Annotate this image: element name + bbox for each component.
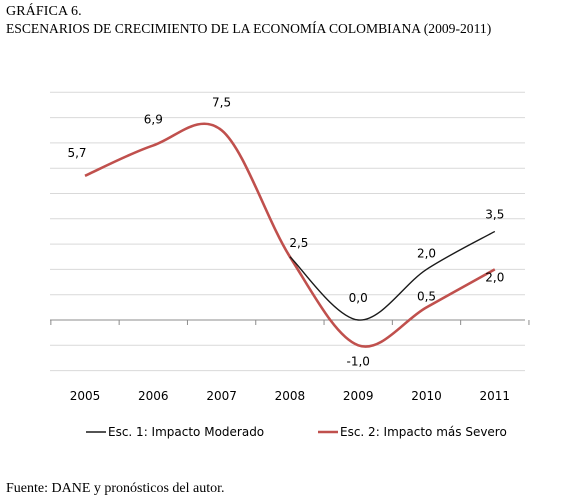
data-label-moderate: 3,5 [485,207,504,221]
x-tick-label: 2006 [138,389,169,403]
legend-label-severe: Esc. 2: Impacto más Severo [340,425,507,439]
figure-label: GRÁFICA 6. [6,4,82,19]
data-label-moderate: 7,5 [212,95,231,109]
data-label-moderate: 5,7 [67,146,86,160]
legend: Esc. 1: Impacto Moderado Esc. 2: Impacto … [86,425,507,439]
data-labels: 5,7 6,9 7,5 2,5 0,0 2,0 3,5 -1,0 0,5 2,0 [67,95,504,368]
data-label-moderate: 2,5 [289,236,308,250]
series-line-moderate [289,230,496,321]
x-tick-label: 2010 [411,389,442,403]
series-lines [84,122,496,348]
data-label-moderate: 0,0 [349,291,368,305]
x-tick-labels: 2005 2006 2007 2008 2009 2010 2011 [70,389,510,403]
gridlines [50,91,525,372]
data-label-severe: 2,0 [485,270,504,284]
x-tick-label: 2008 [275,389,306,403]
x-axis [50,319,530,325]
figure-title: ESCENARIOS DE CRECIMIENTO DE LA ECONOMÍA… [6,21,492,36]
data-label-severe: 0,5 [417,289,436,303]
legend-label-moderate: Esc. 1: Impacto Moderado [108,425,264,439]
x-tick-label: 2011 [480,389,511,403]
data-label-moderate: 6,9 [144,112,163,126]
source-note: Fuente: DANE y pronósticos del autor. [6,481,225,496]
line-chart: 5,7 6,9 7,5 2,5 0,0 2,0 3,5 -1,0 0,5 2,0 2005 2006… [50,91,530,439]
series-line-severe [84,122,496,348]
x-tick-label: 2005 [70,389,101,403]
data-label-severe: -1,0 [346,354,369,368]
data-label-moderate: 2,0 [417,246,436,260]
x-tick-label: 2009 [343,389,374,403]
x-tick-label: 2007 [206,389,237,403]
